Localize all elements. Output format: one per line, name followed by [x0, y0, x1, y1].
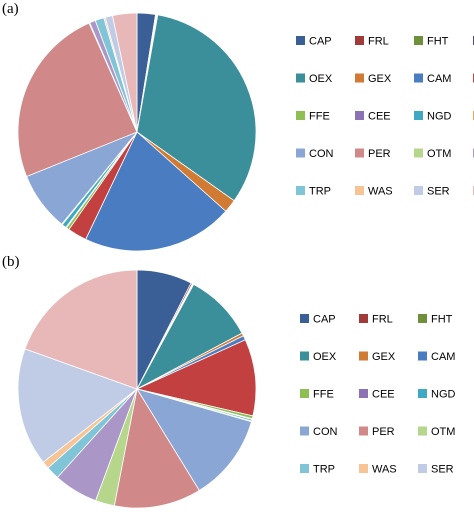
- legend-label-ngd: NGD: [427, 111, 452, 123]
- legend-label-fht: FHT: [427, 36, 449, 48]
- legend-swatch-cee: [355, 111, 364, 120]
- legend-label-gex: GEX: [372, 351, 396, 363]
- legend-swatch-ser: [418, 464, 427, 473]
- legend-swatch-gex: [355, 73, 364, 83]
- legend-swatch-otm: [418, 426, 427, 436]
- legend-label-otm: OTM: [427, 148, 451, 160]
- legend-swatch-otm: [414, 148, 423, 158]
- legend-swatch-per: [359, 426, 368, 436]
- legend-label-per: PER: [372, 426, 395, 438]
- legend-swatch-fht: [414, 36, 423, 45]
- legend-swatch-cap: [296, 36, 305, 45]
- legend-swatch-was: [355, 186, 364, 195]
- legend-swatch-per: [355, 148, 364, 158]
- legend-swatch-frl: [359, 314, 368, 323]
- pie-slice-omq: [135, 339, 257, 417]
- legend-label-ser: SER: [431, 464, 454, 476]
- legend-label-oex: OEX: [313, 351, 337, 363]
- legend-label-cam: CAM: [427, 73, 451, 85]
- legend-label-cee: CEE: [372, 389, 395, 401]
- legend-swatch-con: [300, 426, 309, 436]
- legend-label-was: WAS: [372, 464, 397, 476]
- legend-swatch-ffe: [296, 111, 305, 120]
- legend-label-cap: CAP: [309, 36, 332, 48]
- legend-label-cee: CEE: [368, 111, 391, 123]
- legend-label-trp: TRP: [313, 464, 335, 476]
- pie-slice-per: [17, 22, 138, 178]
- panel-label: (a): [2, 1, 19, 17]
- legend-label-ser: SER: [427, 186, 450, 198]
- legend-label-oex: OEX: [309, 73, 333, 85]
- pie-slice-con: [136, 388, 252, 491]
- legend-swatch-oex: [300, 351, 309, 361]
- legend-swatch-con: [296, 148, 305, 158]
- legend: CAPFRLFHTSAAOEXGEXCAMOMQFFECEENGDOTUCONP…: [296, 36, 474, 198]
- pie-chart-a: (a)CAPFRLFHTSAAOEXGEXCAMOMQFFECEENGDOTUC…: [2, 1, 474, 252]
- legend-swatch-cee: [359, 389, 368, 398]
- legend-swatch-fht: [418, 314, 427, 323]
- legend-label-con: CON: [309, 148, 334, 160]
- pie-chart-b: (b)CAPFRLFHTSAAOEXGEXCAMOMQFFECEENGDOTUC…: [2, 254, 456, 509]
- legend-label-ngd: NGD: [431, 389, 456, 401]
- legend-swatch-ffe: [300, 389, 309, 398]
- legend-swatch-cap: [300, 314, 309, 323]
- legend-label-cap: CAP: [313, 314, 336, 326]
- legend-swatch-was: [359, 464, 368, 473]
- legend-label-otm: OTM: [431, 426, 455, 438]
- pie-slice-pub: [24, 269, 138, 390]
- legend-swatch-oex: [296, 73, 305, 83]
- legend-swatch-ngd: [418, 389, 427, 398]
- legend-label-cam: CAM: [431, 351, 455, 363]
- panel-label: (b): [2, 254, 20, 270]
- legend-label-frl: FRL: [372, 314, 393, 326]
- legend-label-ffe: FFE: [309, 111, 330, 123]
- legend-label-per: PER: [368, 148, 391, 160]
- pie-slice-ser: [17, 348, 138, 463]
- legend-label-fht: FHT: [431, 314, 453, 326]
- legend-swatch-cam: [414, 73, 423, 83]
- legend-swatch-ser: [414, 186, 423, 195]
- legend-label-trp: TRP: [309, 186, 331, 198]
- legend-label-con: CON: [313, 426, 338, 438]
- legend-swatch-cam: [418, 351, 427, 361]
- legend-swatch-ngd: [414, 111, 423, 120]
- legend-swatch-trp: [300, 464, 309, 473]
- pie-slice-pub: [112, 12, 138, 133]
- legend: CAPFRLFHTSAAOEXGEXCAMOMQFFECEENGDOTUCONP…: [300, 314, 456, 476]
- legend-swatch-gex: [359, 351, 368, 361]
- pie-slice-per: [113, 387, 200, 509]
- legend-label-was: WAS: [368, 186, 393, 198]
- legend-swatch-frl: [355, 36, 364, 45]
- pie-slice-oex: [136, 14, 257, 202]
- pie-slice-cam: [85, 131, 227, 252]
- legend-label-gex: GEX: [368, 73, 392, 85]
- legend-label-ffe: FFE: [313, 389, 334, 401]
- legend-label-frl: FRL: [368, 36, 389, 48]
- legend-swatch-trp: [296, 186, 305, 195]
